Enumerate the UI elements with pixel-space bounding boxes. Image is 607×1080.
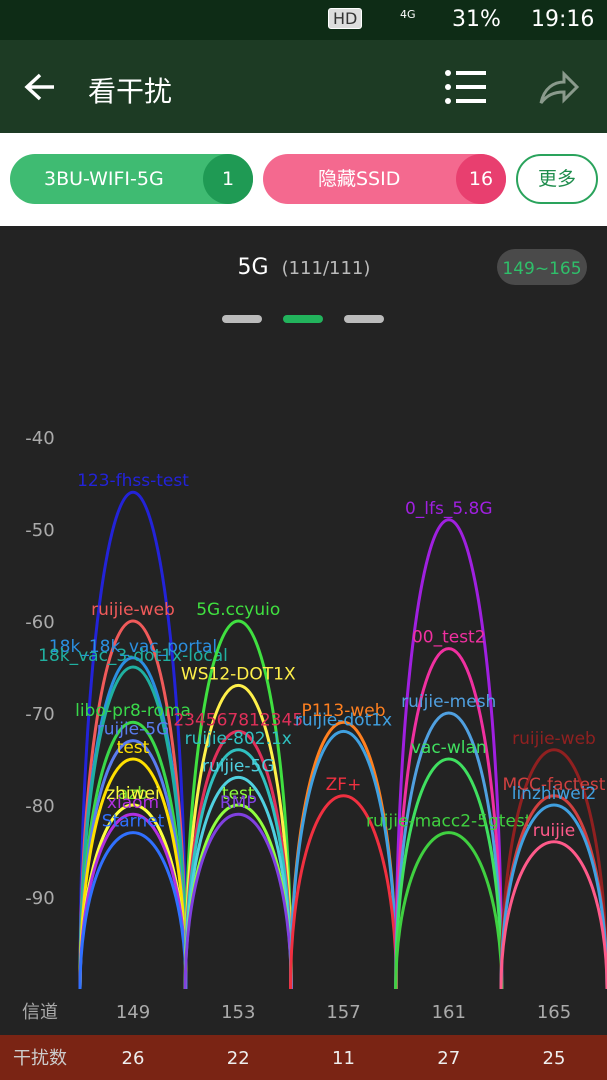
interference-count: 25 xyxy=(543,1048,566,1069)
x-tick-label: 149 xyxy=(116,1002,150,1023)
ssid-label: test xyxy=(117,738,150,758)
ssid-label: 18k_18k_vac_portal xyxy=(49,637,217,657)
chip-count: 1 xyxy=(203,154,253,204)
y-tick-label: -50 xyxy=(25,520,54,541)
interference-count: 11 xyxy=(332,1048,355,1069)
ssid-label: linzhiwei2 xyxy=(512,784,597,804)
y-tick-label: -90 xyxy=(25,888,54,909)
signal-arc xyxy=(499,840,607,990)
filter-chip[interactable]: 隐藏SSID 16 xyxy=(263,154,506,204)
signal-arc xyxy=(183,812,293,990)
battery: 31% xyxy=(452,7,501,32)
list-button[interactable] xyxy=(444,68,486,106)
page-dot[interactable] xyxy=(222,315,262,323)
more-label: 更多 xyxy=(537,168,576,190)
more-button[interactable]: 更多 xyxy=(516,154,598,204)
ssid-label: ruijie xyxy=(533,821,575,841)
x-tick-label: 165 xyxy=(537,1002,571,1023)
chart-bg xyxy=(0,226,607,1035)
signal-arc xyxy=(183,775,293,990)
signal-arc xyxy=(78,757,188,990)
ssid-label: 0_lfs_5.8G xyxy=(405,499,493,519)
ssid-label: xiaom xyxy=(107,793,159,813)
signal-arc xyxy=(394,647,504,990)
interference-count: 22 xyxy=(227,1048,250,1069)
range-button[interactable] xyxy=(497,249,587,285)
ssid-label: test xyxy=(222,784,255,804)
app-bar: 看干扰 xyxy=(0,40,607,133)
interference-count: 27 xyxy=(437,1048,460,1069)
signal-arc xyxy=(78,665,188,990)
ssid-label: ruijie-macc2-5gtest xyxy=(366,812,532,832)
clock: 19:16 xyxy=(531,7,595,32)
ssid-label: RMP xyxy=(220,793,257,813)
count-row-label: 干扰数 xyxy=(13,1048,67,1069)
ssid-label: ruijie-dot1x xyxy=(295,710,392,730)
x-tick-label: 161 xyxy=(432,1002,466,1023)
signal-arc xyxy=(394,711,504,990)
chip-label: 隐藏SSID xyxy=(318,168,401,190)
signal-arc xyxy=(289,729,398,990)
signal-arc xyxy=(499,803,607,990)
ssid-label: WS12-DOT1X xyxy=(181,664,296,684)
chip-label: 3BU-WIFI-5G xyxy=(44,168,164,190)
signal-arc xyxy=(394,831,504,990)
status-bar: HD 4G 31% 19:16 xyxy=(0,0,607,40)
ssid-label: vac-wlan xyxy=(411,738,487,758)
ssid-label: ruijie-5G xyxy=(202,756,275,776)
ssid-label: 18k_vac_3-dot1x-local xyxy=(38,646,228,666)
interference-count: 26 xyxy=(122,1048,145,1069)
y-tick-label: -80 xyxy=(25,796,54,817)
band-count: (111/111) xyxy=(282,258,371,279)
ssid-label: Starnet xyxy=(102,812,165,832)
hd-badge: HD xyxy=(328,8,363,29)
ssid-label: MCC-factest xyxy=(503,775,606,795)
x-axis-label: 信道 xyxy=(22,1002,58,1023)
y-tick-label: -40 xyxy=(25,428,54,449)
signal-arc xyxy=(183,748,293,990)
ssid-label: ruijie-mesh xyxy=(401,692,496,712)
x-tick-label: 153 xyxy=(221,1002,255,1023)
chart: 5G (111/111) 149~165 信道 干扰数 -40 -50 -60 -70… xyxy=(0,226,607,1080)
range-label: 149~165 xyxy=(502,259,581,279)
ssid-label: ruijie-802.1x xyxy=(185,729,292,749)
y-tick-label: -60 xyxy=(25,612,54,633)
x-tick-label: 157 xyxy=(326,1002,360,1023)
signal-arc xyxy=(394,757,504,990)
back-button[interactable] xyxy=(24,72,56,102)
filter-chip[interactable]: 3BU-WIFI-5G 1 xyxy=(10,154,253,204)
signal-arc xyxy=(183,619,293,990)
y-tick-label: -70 xyxy=(25,704,54,725)
chip-count: 16 xyxy=(456,154,506,204)
signal-arc xyxy=(78,831,188,990)
signal-arc xyxy=(78,490,188,990)
ssid-label: azb xyxy=(118,784,148,804)
signal-arc xyxy=(183,683,293,990)
page-dot[interactable] xyxy=(344,315,384,323)
count-row-bg xyxy=(0,1035,607,1080)
ssid-label: ruijie-web xyxy=(91,600,175,620)
ssid-label: ruijie-5G xyxy=(97,720,170,740)
network-type: 4G xyxy=(400,8,416,21)
ssid-label: zhiwei xyxy=(106,784,160,804)
signal-arc xyxy=(499,748,607,990)
ssid-label: 123-fhss-test xyxy=(77,471,189,491)
share-button[interactable] xyxy=(538,70,580,106)
ssid-label: libo-pr8-roma xyxy=(75,701,191,721)
ssid-label: ruijie-web xyxy=(512,729,596,749)
band-label: 5G xyxy=(237,255,268,280)
ssid-label: 00_test2 xyxy=(412,628,486,648)
ssid-label: 234567812345 xyxy=(173,710,303,730)
page-dot[interactable] xyxy=(283,315,323,323)
page-title: 看干扰 xyxy=(88,75,173,108)
filter-bar: 3BU-WIFI-5G 1 隐藏SSID 16 更多 xyxy=(0,133,607,226)
signal-arc xyxy=(289,794,398,990)
ssid-label: ZF+ xyxy=(326,775,362,795)
signal-arc xyxy=(394,518,504,990)
ssid-label: P113-web xyxy=(302,701,386,721)
ssid-label: 5G.ccyuio xyxy=(196,600,280,620)
signal-arc xyxy=(78,619,188,990)
